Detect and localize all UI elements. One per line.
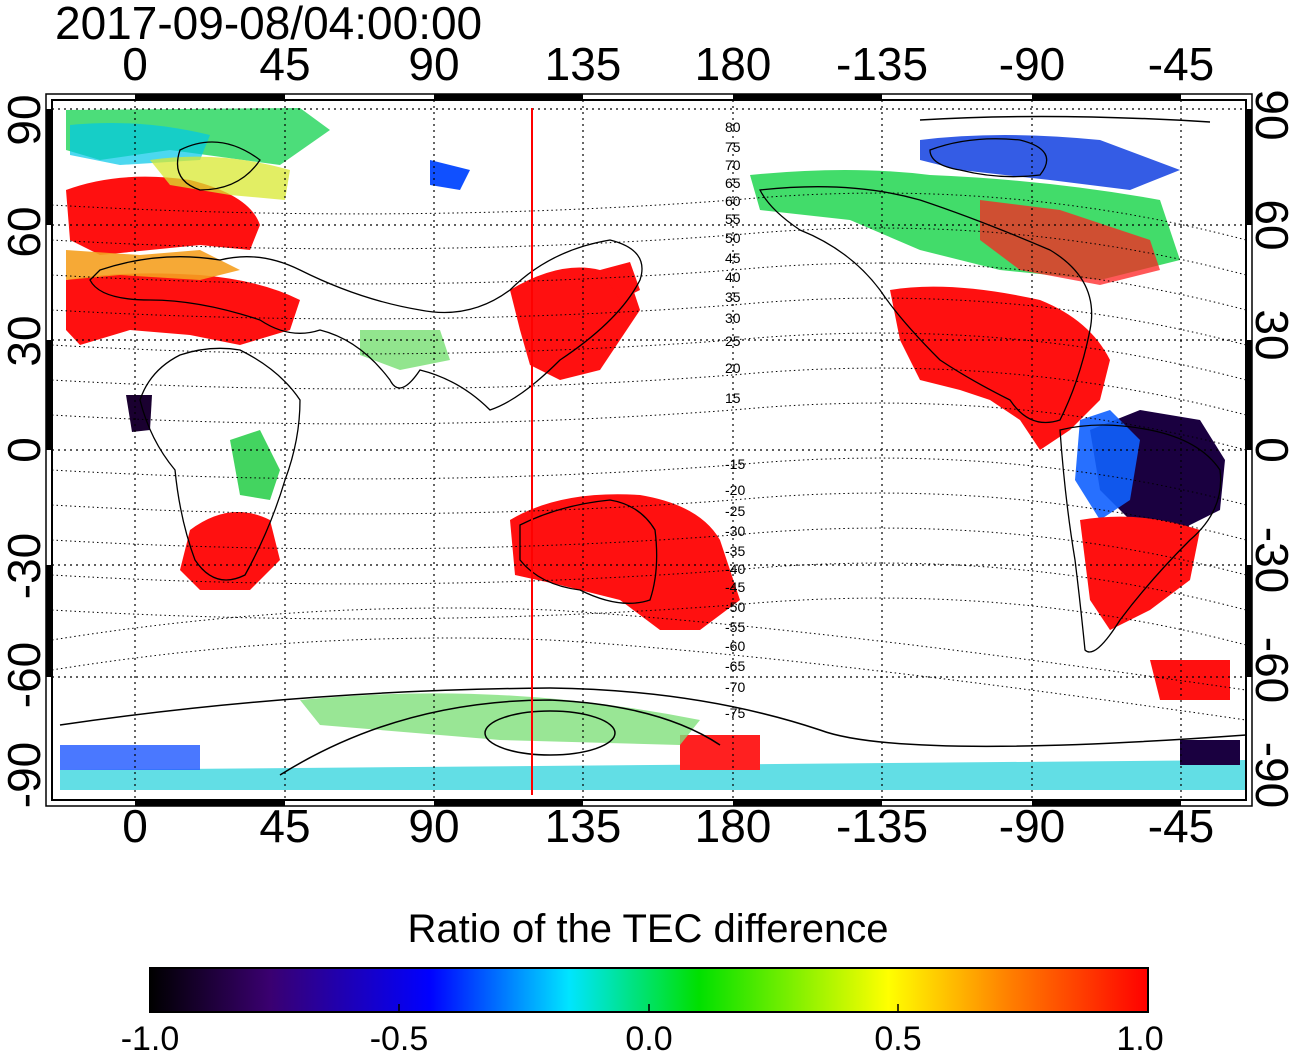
colorbar-label-minus-half: -0.5 — [369, 1020, 429, 1058]
contour-label: 35 — [725, 289, 741, 305]
contour-label: -15 — [725, 456, 745, 472]
map-timestamp-title: 2017-09-08/04:00:00 — [55, 0, 483, 49]
bottom-lon-tick-minus90: -90 — [998, 800, 1066, 852]
contour-label: -30 — [725, 523, 745, 539]
colorbar-label-max: 1.0 — [1116, 1020, 1164, 1058]
colorbar-label-min: -1.0 — [120, 1020, 180, 1058]
contour-label: -35 — [725, 543, 745, 559]
contour-label: 15 — [725, 390, 741, 406]
colorbar-title: Ratio of the TEC difference — [407, 907, 889, 951]
australia-outline — [519, 499, 658, 604]
antarctic-dark-patch — [1180, 740, 1240, 765]
contour-label: 70 — [725, 157, 741, 173]
antarctic-cyan-band — [60, 760, 1246, 790]
arctic-cyan-region — [70, 122, 210, 165]
africa-outline — [139, 347, 301, 581]
contour-label: 80 — [725, 119, 741, 135]
contour-label: -55 — [725, 619, 745, 635]
top-lon-tick-minus45: -45 — [1147, 38, 1215, 90]
top-lon-tick-minus90: -90 — [998, 38, 1066, 90]
antarctic-red-patch — [680, 735, 760, 770]
south-africa-red-region — [180, 512, 280, 590]
contour-label: -40 — [725, 561, 745, 577]
japan-red-patch — [600, 262, 640, 300]
top-lon-tick-90: 90 — [408, 38, 460, 90]
north-america-red-band — [980, 200, 1160, 285]
eurasia-outline — [89, 239, 643, 411]
frame-ticks — [46, 94, 1252, 806]
greenland-outline — [929, 138, 1048, 178]
contour-label: 75 — [725, 139, 741, 155]
east-africa-green-region — [230, 430, 280, 500]
north-america-red-region — [890, 286, 1110, 450]
south-america-red-region — [1080, 516, 1200, 630]
auroral-oval-contours — [59, 115, 1247, 776]
europe-red-region-north — [66, 176, 260, 255]
bottom-lon-tick-minus45: -45 — [1147, 800, 1215, 852]
contour-label: -75 — [725, 705, 745, 721]
bottom-lon-tick-minus135: -135 — [835, 800, 929, 852]
canada-blue-region — [920, 135, 1180, 190]
contour-label: -70 — [725, 679, 745, 695]
contour-label: 65 — [725, 175, 741, 191]
top-lon-tick-45: 45 — [259, 38, 311, 90]
contour-label: 30 — [725, 310, 741, 326]
contour-label: -60 — [725, 638, 745, 654]
south-america-blue-region — [1075, 410, 1140, 520]
bottom-lon-tick-135: 135 — [544, 800, 622, 852]
contour-label: -50 — [725, 599, 745, 615]
top-lon-tick-0: 0 — [122, 38, 148, 90]
bottom-lon-tick-90: 90 — [408, 800, 460, 852]
contour-label: -45 — [725, 579, 745, 595]
top-lon-tick-135: 135 — [544, 38, 622, 90]
contour-label: 50 — [725, 230, 741, 246]
top-lon-tick-180: 180 — [694, 38, 772, 90]
contour-label: -20 — [725, 482, 745, 498]
bottom-lon-tick-180: 180 — [694, 800, 772, 852]
scandinavia-outline — [176, 141, 261, 191]
contour-label: -25 — [725, 503, 745, 519]
west-africa-dark-region — [126, 395, 152, 432]
south-america-outline — [1059, 424, 1222, 653]
contour-label-group: 80 75 70 65 60 55 50 45 40 35 30 25 20 1… — [725, 119, 745, 721]
patagonia-red-patch — [1150, 660, 1230, 700]
north-america-outline — [759, 186, 1093, 424]
east-asia-red-region — [510, 267, 640, 380]
contour-label: 60 — [725, 193, 741, 209]
colorbar-label-half: 0.5 — [874, 1020, 922, 1058]
australia-red-region — [510, 494, 740, 630]
contour-label: -65 — [725, 658, 745, 674]
contour-label: 20 — [725, 360, 741, 376]
colorbar-label-zero: 0.0 — [625, 1020, 673, 1058]
tec-ratio-field — [60, 108, 1246, 790]
contour-label: 45 — [725, 250, 741, 266]
coastlines — [89, 138, 1222, 653]
colorbar-ticks — [398, 1004, 899, 1012]
bottom-lon-tick-0: 0 — [122, 800, 148, 852]
contour-label: 40 — [725, 269, 741, 285]
siberia-blue-patch — [430, 160, 470, 190]
europe-red-region-south — [66, 273, 300, 345]
contour-label: 55 — [725, 211, 741, 227]
top-lon-tick-minus135: -135 — [835, 38, 929, 90]
antarctic-blue-patch — [60, 745, 200, 770]
contour-label: 25 — [725, 333, 741, 349]
bottom-lon-tick-45: 45 — [259, 800, 311, 852]
